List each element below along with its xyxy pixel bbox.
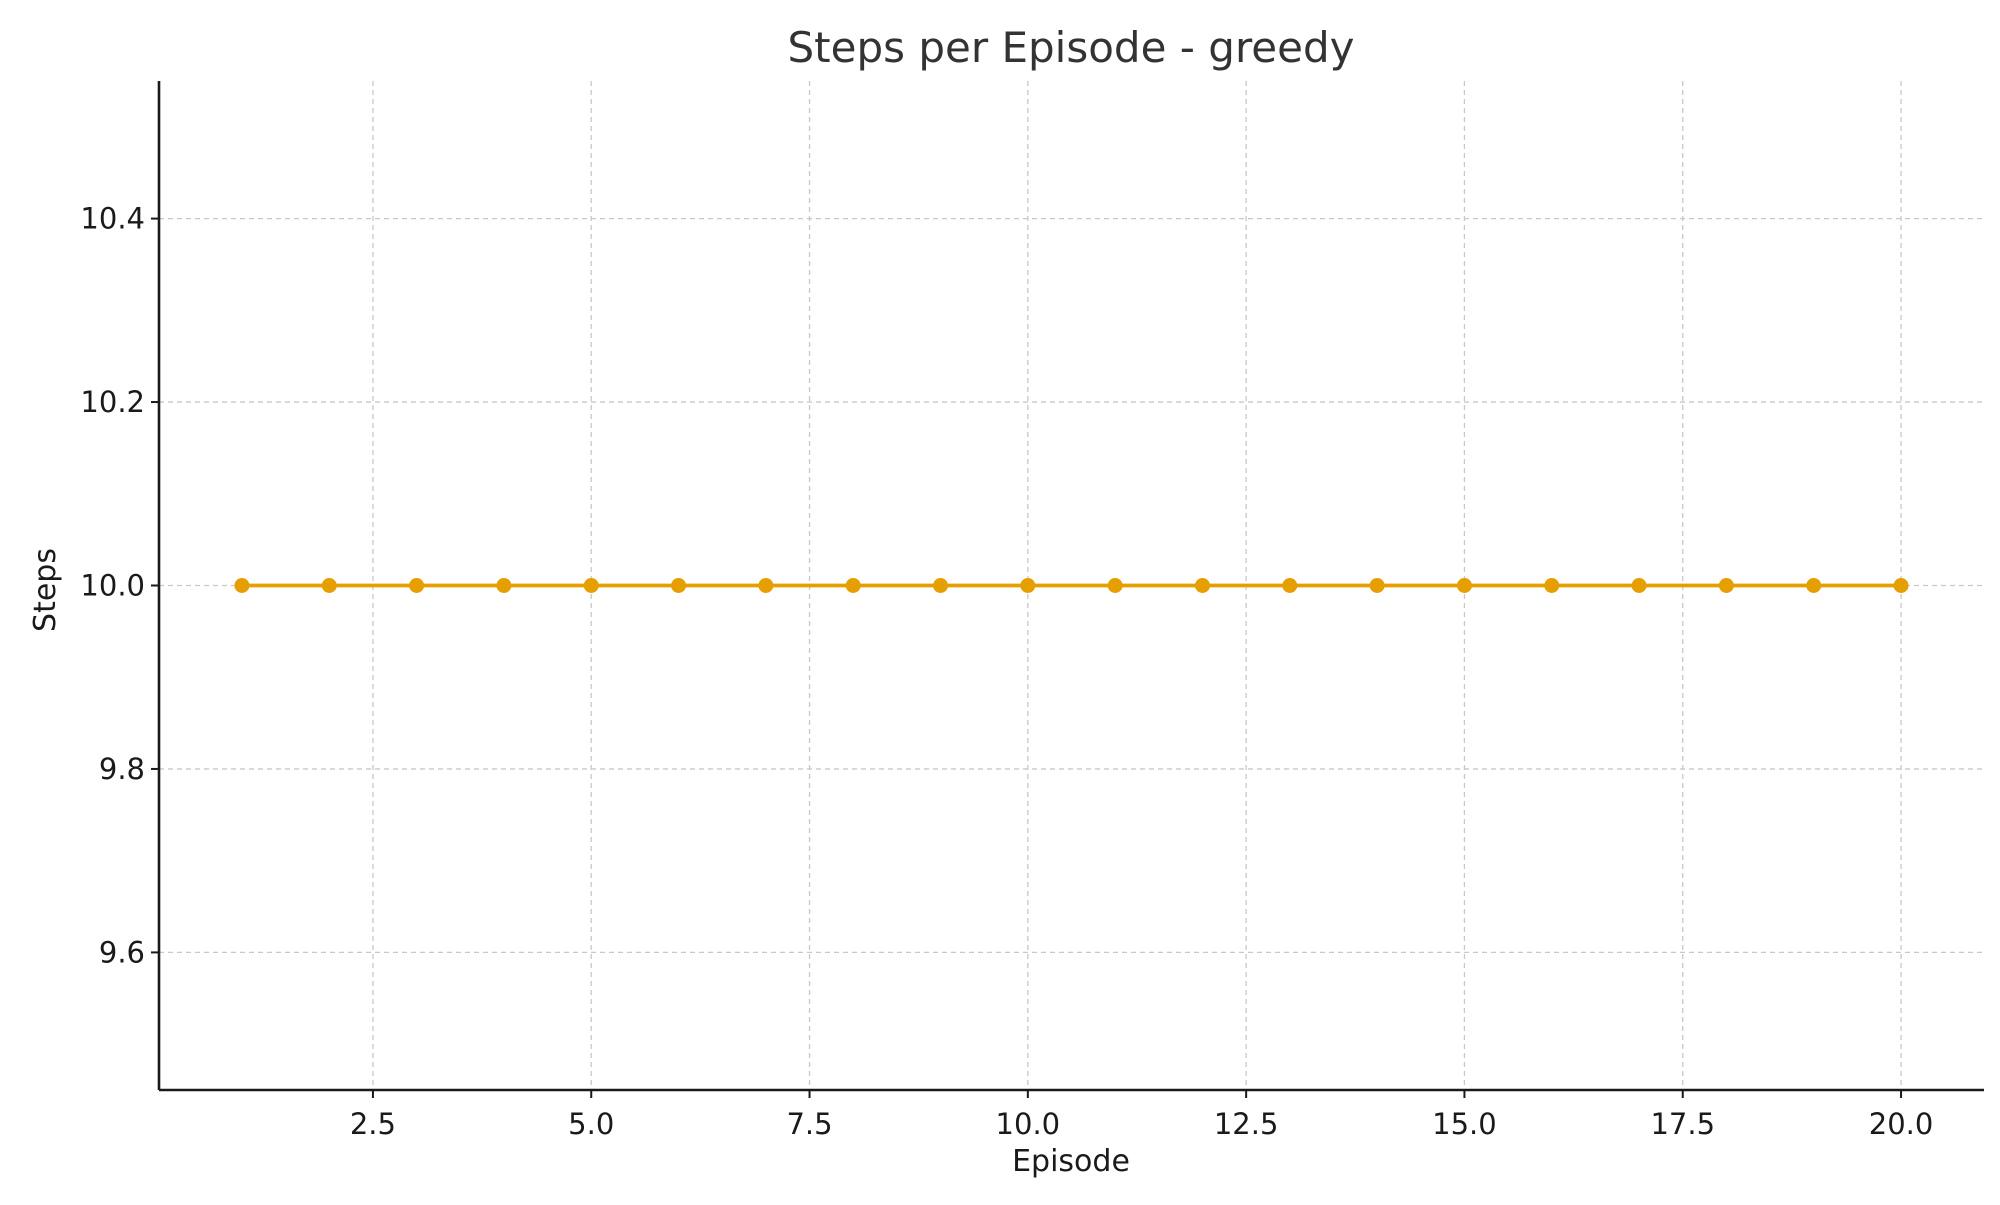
x-tick-label: 2.5 [350,1107,396,1141]
data-point [1020,578,1036,593]
y-tick-label: 9.8 [99,752,145,786]
data-point [1282,578,1298,593]
x-tick-label: 20.0 [1869,1107,1934,1141]
data-point [1544,578,1560,593]
data-point [1194,578,1210,593]
data-point [583,578,599,593]
ticks: 2.5 5.0 7.5 10.0 12.5 15.0 17.5 20.0 9.6 9.8 10.0 1… [80,202,1933,1141]
y-tick-label: 10.2 [80,385,145,419]
x-tick-label: 15.0 [1432,1107,1497,1141]
x-tick-label: 7.5 [786,1107,832,1141]
data-point [845,578,861,593]
x-axis-label: Episode [1012,1144,1130,1179]
x-tick-label: 10.0 [996,1107,1061,1141]
x-tick-label: 12.5 [1214,1107,1279,1141]
y-tick-label: 10.0 [80,569,145,603]
data-point [1369,578,1385,593]
chart-title: Steps per Episode - greedy [788,23,1355,72]
data-point [671,578,687,593]
data-point [496,578,512,593]
data-point [1893,578,1909,593]
y-axis-label: Steps [28,548,63,632]
x-tick-label: 5.0 [568,1107,614,1141]
data-point [409,578,425,593]
x-tick-label: 17.5 [1650,1107,1715,1141]
data-point [1107,578,1123,593]
data-point [758,578,774,593]
data-point [1456,578,1472,593]
data-point [1631,578,1647,593]
y-tick-label: 9.6 [99,935,145,969]
data-point [1718,578,1734,593]
data-point [933,578,949,593]
data-point [234,578,250,593]
series-layer [234,578,1909,593]
data-point [1806,578,1822,593]
y-tick-label: 10.4 [80,202,145,236]
data-point [321,578,337,593]
